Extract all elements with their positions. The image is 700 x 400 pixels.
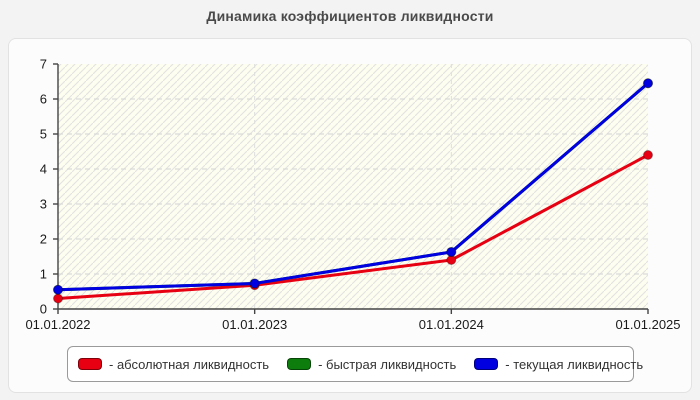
svg-text:01.01.2022: 01.01.2022 xyxy=(25,317,90,332)
svg-text:4: 4 xyxy=(40,162,47,177)
svg-text:7: 7 xyxy=(40,57,47,72)
legend-item-current-liquidity: - текущая ликвидность xyxy=(474,357,643,372)
series-текущая-ликвидность xyxy=(53,78,653,295)
red-series-swatch-icon xyxy=(78,358,102,370)
blue-series-swatch-icon xyxy=(474,358,499,370)
legend-label: - быстрая ликвидность xyxy=(318,356,457,372)
plot-area xyxy=(58,64,648,309)
gridlines xyxy=(58,64,648,309)
chart-card: 0 1 2 3 4 5 6 7 01.01.2022 01.01.2023 01.01.2024 01… xyxy=(8,38,692,393)
svg-text:01.01.2025: 01.01.2025 xyxy=(615,317,680,332)
axes: 0 1 2 3 4 5 6 7 01.01.2022 01.01.2023 01.01.2024 01… xyxy=(25,57,680,333)
svg-text:1: 1 xyxy=(40,267,47,282)
svg-text:2: 2 xyxy=(40,232,47,247)
legend-label: - абсолютная ликвидность xyxy=(109,356,270,372)
legend-item-absolute-liquidity: - абсолютная ликвидность xyxy=(78,357,269,372)
chart-legend: - абсолютная ликвидность - быстрая ликви… xyxy=(67,346,643,382)
svg-text:5: 5 xyxy=(40,127,47,142)
chart-title: Динамика коэффициентов ликвидности xyxy=(206,8,494,24)
svg-text:01.01.2023: 01.01.2023 xyxy=(222,317,287,332)
svg-text:6: 6 xyxy=(40,92,47,107)
green-series-swatch-icon xyxy=(287,358,312,370)
legend-item-quick-liquidity: - быстрая ликвидность xyxy=(287,357,456,372)
series-абсолютная-ликвидность xyxy=(53,150,653,304)
svg-text:3: 3 xyxy=(40,197,47,212)
legend-label: - текущая ликвидность xyxy=(505,356,644,372)
line-chart: 0 1 2 3 4 5 6 7 01.01.2022 01.01.2023 01.01.2024 01… xyxy=(25,57,680,333)
svg-text:01.01.2024: 01.01.2024 xyxy=(419,317,484,332)
svg-text:0: 0 xyxy=(40,302,47,317)
